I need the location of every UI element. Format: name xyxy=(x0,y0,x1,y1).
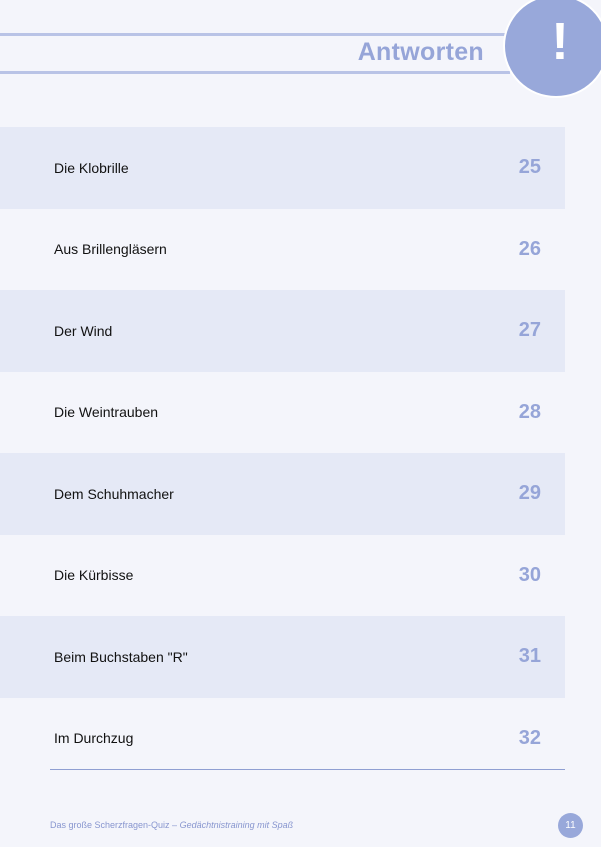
list-end-rule xyxy=(50,769,565,770)
answer-row: Dem Schuhmacher 29 xyxy=(0,453,565,535)
footer-subtitle: Gedächtnistraining mit Spaß xyxy=(179,820,294,830)
answer-page-number: 25 xyxy=(518,156,541,179)
answer-row: Aus Brillengläsern 26 xyxy=(0,209,565,291)
answer-page-number: 30 xyxy=(518,563,541,586)
answer-text: Im Durchzug xyxy=(54,730,134,747)
footer-book-title: Das große Scherzfragen-Quiz – xyxy=(50,820,178,830)
answer-text: Aus Brillengläsern xyxy=(54,241,167,258)
answer-text: Der Wind xyxy=(54,322,113,339)
answer-page-number: 27 xyxy=(518,319,541,342)
page-number-badge: 11 xyxy=(558,813,583,838)
exclamation-badge-icon: ! xyxy=(503,0,601,98)
header-rule-bottom xyxy=(0,71,510,74)
answer-page-number: 28 xyxy=(518,400,541,423)
answer-row: Die Klobrille 25 xyxy=(0,127,565,209)
answer-page-number: 31 xyxy=(518,645,541,668)
answer-text: Die Klobrille xyxy=(54,159,129,176)
page-title: Antworten xyxy=(357,38,484,66)
answer-page-number: 26 xyxy=(518,237,541,260)
answer-page-number: 29 xyxy=(518,482,541,505)
footer-text: Das große Scherzfragen-Quiz – Gedächtnis… xyxy=(50,820,293,830)
answer-row: Der Wind 27 xyxy=(0,290,565,372)
answer-row: Beim Buchstaben "R" 31 xyxy=(0,616,565,698)
header-rule-top xyxy=(0,33,540,36)
answer-text: Die Weintrauben xyxy=(54,404,159,421)
answer-text: Dem Schuhmacher xyxy=(54,485,174,502)
answer-list: Die Klobrille 25 Aus Brillengläsern 26 D… xyxy=(0,127,565,779)
answer-text: Die Kürbisse xyxy=(54,567,134,584)
answer-page-number: 32 xyxy=(518,726,541,749)
answer-row: Im Durchzug 32 xyxy=(0,698,565,780)
answer-row: Die Weintrauben 28 xyxy=(0,372,565,454)
answer-text: Beim Buchstaben "R" xyxy=(54,648,188,665)
answer-row: Die Kürbisse 30 xyxy=(0,535,565,617)
